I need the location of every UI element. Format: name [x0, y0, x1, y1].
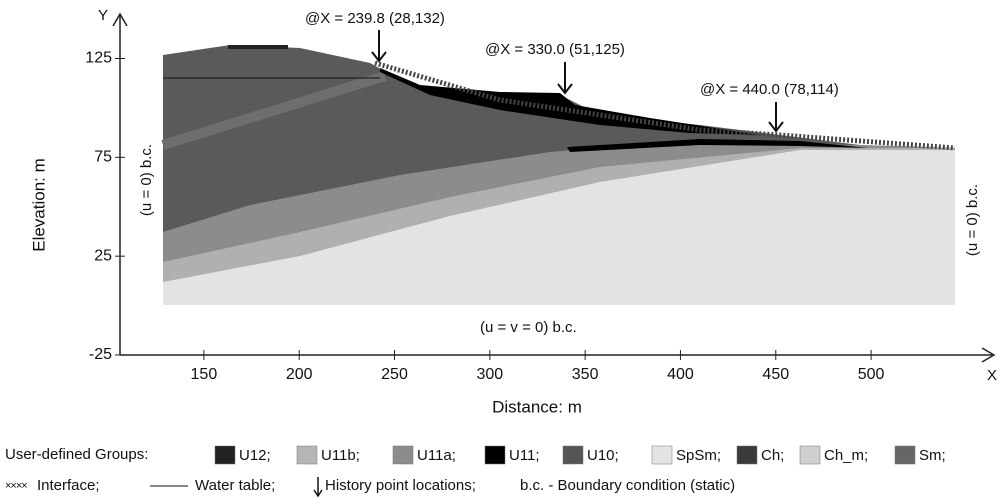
legend-entry: SpSm;	[676, 447, 721, 464]
x-tick-label: 150	[191, 366, 218, 383]
interface-symbol: ××××	[5, 480, 27, 492]
y-tick-label: 25	[94, 247, 112, 264]
legend-entry: U12;	[239, 447, 271, 464]
x-letter: X	[987, 367, 997, 384]
region	[567, 139, 868, 152]
x-tick-label: 250	[381, 366, 408, 383]
x-tick-label: 200	[286, 366, 313, 383]
x-tick-label: 450	[762, 366, 789, 383]
legend-swatch	[651, 445, 673, 465]
legend-swatch	[214, 445, 236, 465]
legend-entry: Sm;	[919, 447, 946, 464]
annotation: @X = 330.0 (51,125)	[485, 41, 625, 58]
section-regions	[161, 45, 956, 305]
y-tick-label: -25	[89, 346, 112, 363]
y-letter: Y	[98, 7, 108, 24]
legend-swatch	[296, 445, 318, 465]
legend-swatch	[736, 445, 758, 465]
legend-swatch	[392, 445, 414, 465]
region	[380, 68, 760, 135]
legend-title: User-defined Groups:	[5, 446, 148, 463]
annotation: @X = 239.8 (28,132)	[305, 10, 445, 27]
legend-entry: Interface;	[37, 477, 100, 494]
y-axis-title: Elevation: m	[29, 158, 48, 252]
x-tick-label: 400	[667, 366, 694, 383]
x-tick-label: 500	[858, 366, 885, 383]
legend-entry: History point locations;	[325, 477, 476, 494]
annotation: (u = 0) b.c.	[964, 184, 981, 256]
legend-entry: Ch_m;	[824, 447, 868, 464]
legend-entry: U11b;	[321, 447, 360, 464]
legend-entry: Ch;	[761, 447, 784, 464]
legend-entry: U10;	[587, 447, 619, 464]
x-axis-title: Distance: m	[492, 397, 582, 416]
annotation: (u = 0) b.c.	[138, 144, 155, 216]
x-arrow	[981, 347, 996, 363]
legend-swatch	[894, 445, 916, 465]
symbol-legend: ×××× Interface; Water table; History poi…	[5, 477, 735, 498]
legend-swatch	[484, 445, 506, 465]
arrow-symbol	[313, 477, 323, 498]
annotation: (u = v = 0) b.c.	[480, 319, 577, 336]
y-tick-label: 75	[94, 149, 112, 166]
legend-entry: U11a;	[417, 447, 456, 464]
legend-swatch	[799, 445, 821, 465]
y-arrow	[112, 12, 128, 27]
region	[161, 71, 387, 150]
legend-entry: U11;	[509, 447, 540, 464]
interface	[374, 60, 956, 151]
arrows	[371, 30, 784, 133]
legend-entry: Water table;	[195, 477, 275, 494]
legend-swatch	[562, 445, 584, 465]
legend-entry: b.c. - Boundary condition (static)	[520, 477, 735, 494]
region	[163, 150, 955, 305]
annotation: @X = 440.0 (78,114)	[700, 81, 839, 98]
x-tick-label: 300	[476, 366, 503, 383]
y-tick-label: 125	[85, 50, 112, 67]
x-tick-label: 350	[572, 366, 599, 383]
